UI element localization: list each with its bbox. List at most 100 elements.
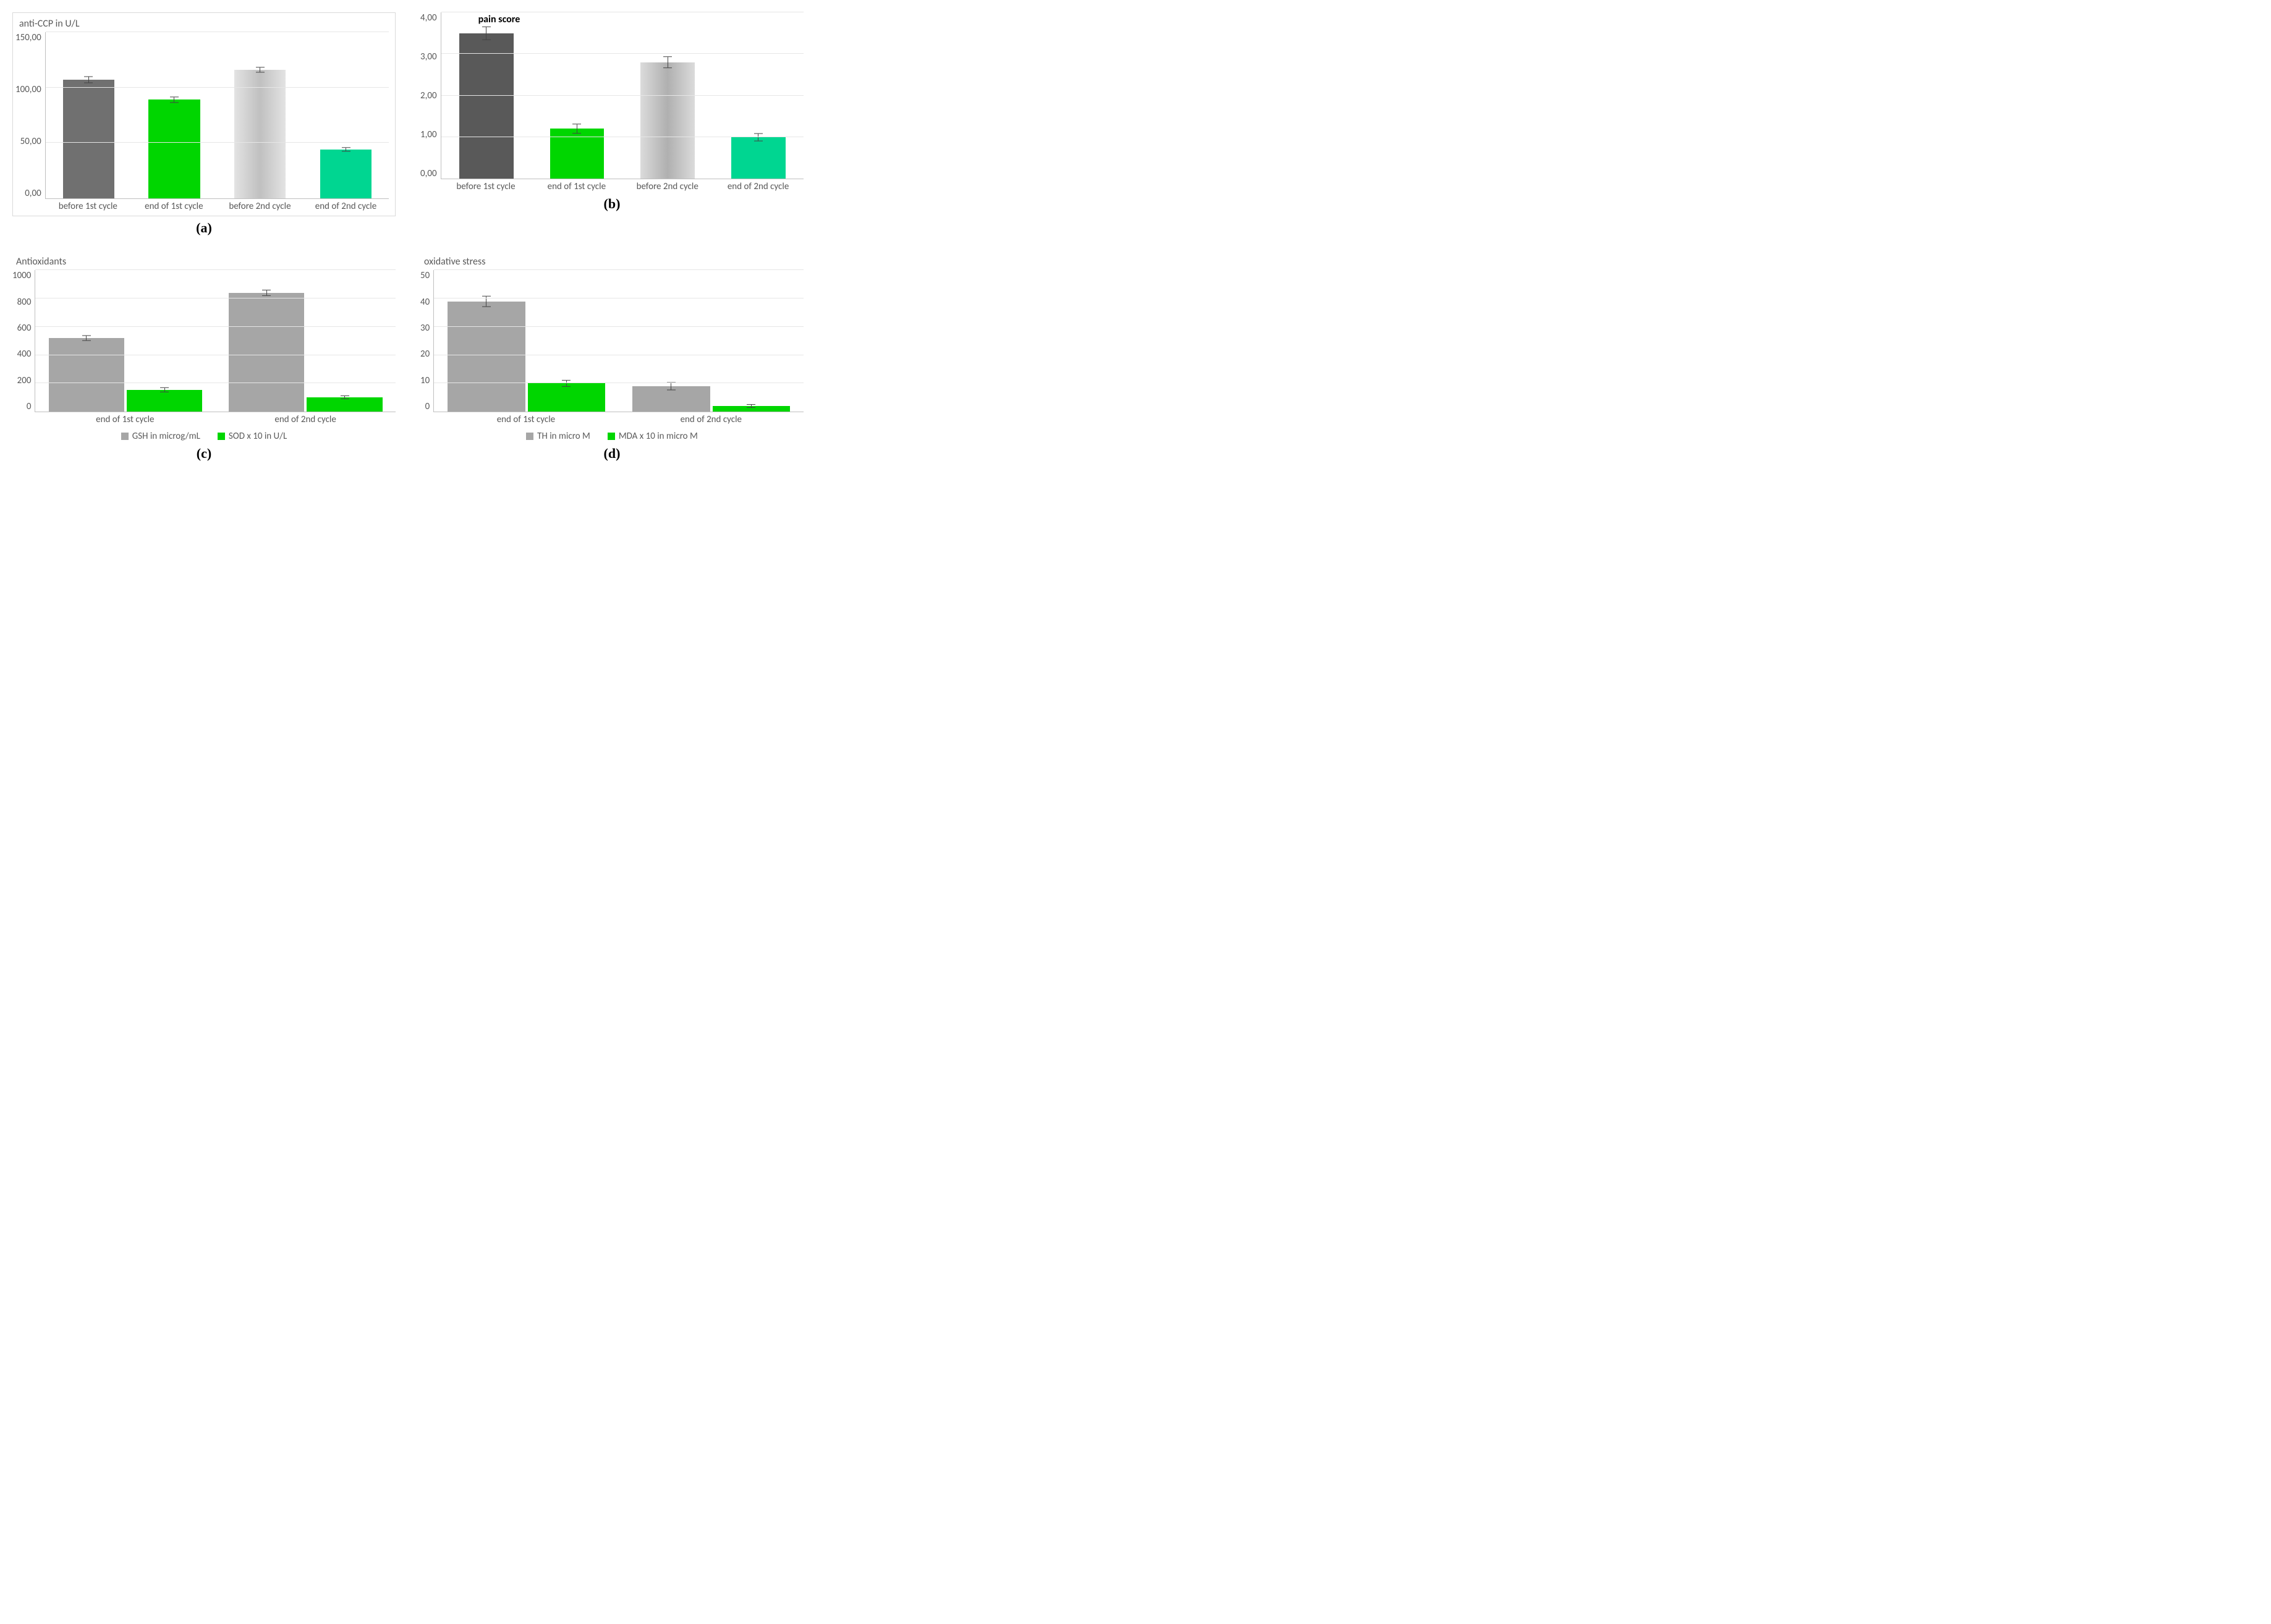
ytick-label: 0,00: [420, 168, 437, 179]
error-bar: [482, 295, 491, 307]
error-bar: [342, 147, 350, 151]
ytick-label: 3,00: [420, 51, 437, 62]
chart-d-xaxis: end of 1st cycleend of 2nd cycle: [420, 415, 804, 425]
bar: [320, 150, 371, 198]
ytick-label: 20: [420, 349, 430, 360]
ytick-label: 800: [17, 297, 32, 308]
bar: [127, 390, 202, 412]
chart-c-yaxis: 02004006008001000: [12, 270, 35, 412]
chart-a-title: anti-CCP in U/L: [19, 18, 389, 30]
bar: [459, 33, 514, 179]
bar-group: [216, 270, 396, 412]
legend-swatch: [608, 433, 615, 440]
chart-a: anti-CCP in U/L 0,0050,00100,00150,00 be…: [12, 12, 396, 216]
error-bar: [667, 383, 676, 391]
bar: [448, 302, 525, 412]
bar: [632, 386, 710, 412]
chart-c-plot: [35, 270, 396, 412]
bar-group: [434, 270, 619, 412]
chart-c-xaxis: end of 1st cycleend of 2nd cycle: [12, 415, 396, 425]
error-bar: [262, 290, 271, 296]
legend-item: TH in micro M: [526, 431, 590, 442]
chart-b-plotrow: 0,001,002,003,004,00 pain score: [420, 12, 804, 179]
error-bar: [256, 67, 265, 72]
legend-item: SOD x 10 in U/L: [218, 431, 287, 442]
bar-group: [619, 270, 804, 412]
xtick-label: end of 2nd cycle: [303, 201, 389, 212]
bar-group: [46, 32, 132, 198]
xtick-label: before 2nd cycle: [217, 201, 303, 212]
chart-d-legend: TH in micro M MDA x 10 in micro M: [420, 431, 804, 442]
bar: [63, 80, 114, 198]
ytick-label: 0: [27, 401, 32, 412]
bar-group: [303, 32, 389, 198]
xtick-label: before 1st cycle: [45, 201, 131, 212]
panel-c-caption: (c): [12, 446, 396, 462]
ytick-label: 10: [420, 375, 430, 386]
legend-label: MDA x 10 in micro M: [619, 431, 698, 442]
bar: [713, 406, 791, 412]
xtick-label: end of 2nd cycle: [619, 415, 804, 425]
legend-item: MDA x 10 in micro M: [608, 431, 698, 442]
bar-group: [132, 32, 218, 198]
chart-a-plotrow: 0,0050,00100,00150,00: [15, 32, 389, 199]
xtick-label: before 2nd cycle: [622, 182, 713, 192]
error-bar: [754, 133, 763, 141]
legend-label: TH in micro M: [537, 431, 590, 442]
error-bar: [747, 404, 755, 408]
chart-a-plot: [45, 32, 389, 199]
ytick-label: 1000: [12, 270, 31, 281]
xtick-label: end of 2nd cycle: [215, 415, 396, 425]
chart-a-xaxis: before 1st cycleend of 1st cyclebefore 2…: [15, 201, 389, 212]
bar: [307, 397, 382, 412]
chart-b-yaxis: 0,001,002,003,004,00: [420, 12, 441, 179]
ytick-label: 600: [17, 323, 32, 334]
error-bar: [572, 124, 581, 134]
legend-swatch: [218, 433, 225, 440]
legend-swatch: [121, 433, 129, 440]
bar: [528, 383, 606, 412]
xtick-label: end of 2nd cycle: [713, 182, 804, 192]
error-bar: [482, 27, 491, 40]
error-bar: [562, 380, 571, 386]
chart-d-plotrow: 01020304050: [420, 270, 804, 412]
panel-d-caption: (d): [420, 446, 804, 462]
bar: [229, 293, 304, 412]
error-bar: [663, 56, 672, 69]
chart-c-title: Antioxidants: [16, 256, 396, 268]
figure-grid: anti-CCP in U/L 0,0050,00100,00150,00 be…: [12, 12, 804, 462]
chart-d: oxidative stress 01020304050 end of 1st …: [420, 255, 804, 441]
xtick-label: end of 1st cycle: [131, 201, 217, 212]
panel-a-caption: (a): [12, 220, 396, 236]
bar: [49, 338, 124, 412]
ytick-label: 1,00: [420, 129, 437, 140]
chart-c-legend: GSH in microg/mL SOD x 10 in U/L: [12, 431, 396, 442]
error-bar: [160, 387, 169, 392]
error-bar: [170, 97, 179, 103]
bar: [148, 99, 200, 198]
chart-c-plotrow: 02004006008001000: [12, 270, 396, 412]
chart-c: Antioxidants 02004006008001000 end of 1s…: [12, 255, 396, 441]
chart-d-bars: [434, 270, 804, 412]
chart-a-bars: [46, 32, 389, 198]
xtick-label: end of 1st cycle: [433, 415, 618, 425]
xtick-label: end of 1st cycle: [35, 415, 215, 425]
panel-b-caption: (b): [420, 196, 804, 212]
xtick-label: end of 1st cycle: [531, 182, 622, 192]
error-bar: [84, 77, 93, 83]
bar-group: [217, 32, 303, 198]
legend-label: GSH in microg/mL: [132, 431, 200, 442]
ytick-label: 50,00: [20, 136, 41, 147]
chart-b-plot: pain score: [441, 12, 804, 179]
panel-b: 0,001,002,003,004,00 pain score before 1…: [420, 12, 804, 236]
ytick-label: 0: [425, 401, 430, 412]
bar: [234, 70, 286, 198]
chart-d-title: oxidative stress: [424, 256, 804, 268]
ytick-label: 50: [420, 270, 430, 281]
bar-group: [35, 270, 215, 412]
bar-group: [713, 12, 804, 179]
panel-a: anti-CCP in U/L 0,0050,00100,00150,00 be…: [12, 12, 396, 236]
chart-b-xaxis: before 1st cycleend of 1st cyclebefore 2…: [420, 182, 804, 192]
bar: [640, 62, 695, 179]
bar-group: [622, 12, 713, 179]
